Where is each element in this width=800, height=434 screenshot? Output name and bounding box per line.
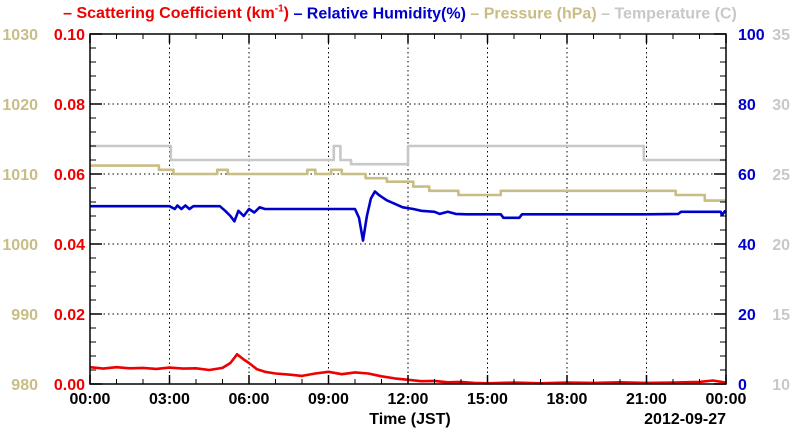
y-tick-label-pressure: 990 bbox=[11, 307, 38, 324]
y-tick-label-scattering: 0.02 bbox=[54, 307, 85, 324]
series-line-humidity bbox=[90, 190, 727, 242]
y-tick-label-humidity: 20 bbox=[738, 307, 756, 324]
legend-entry-scattering: – Scattering Coefficient (km-1) bbox=[63, 4, 289, 23]
y-tick-label-temperature: 15 bbox=[772, 307, 790, 324]
x-tick-label: 18:00 bbox=[547, 391, 588, 408]
y-tick-label-humidity: 0 bbox=[738, 377, 747, 394]
y-tick-label-temperature: 35 bbox=[772, 27, 790, 44]
y-tick-label-pressure: 1000 bbox=[2, 237, 38, 254]
y-tick-label-scattering: 0.08 bbox=[54, 97, 85, 114]
series-layer bbox=[89, 144, 727, 385]
y-tick-label-pressure: 1030 bbox=[2, 27, 38, 44]
date-label: 2012-09-27 bbox=[644, 411, 726, 428]
y-tick-label-humidity: 80 bbox=[738, 97, 756, 114]
y-tick-label-pressure: 1010 bbox=[2, 167, 38, 184]
y-tick-label-temperature: 30 bbox=[772, 97, 790, 114]
x-tick-label: 00:00 bbox=[706, 391, 747, 408]
legend-entry-humidity: – Relative Humidity(%) bbox=[293, 5, 466, 23]
axis-labels: 00:00 03:00 06:00 09:00 12:00 15:00 18:00 21:00… bbox=[2, 27, 790, 408]
series-line-pressure bbox=[90, 164, 726, 202]
y-tick-label-humidity: 100 bbox=[738, 27, 765, 44]
y-tick-label-humidity: 40 bbox=[738, 237, 756, 254]
y-tick-label-scattering: 0.10 bbox=[54, 27, 85, 44]
x-tick-label: 09:00 bbox=[308, 391, 349, 408]
y-tick-label-temperature: 25 bbox=[772, 167, 790, 184]
y-tick-label-temperature: 20 bbox=[772, 237, 790, 254]
x-tick-label: 00:00 bbox=[70, 391, 111, 408]
legend-entry-temperature: – Temperature (C) bbox=[601, 5, 737, 23]
series-line-scattering bbox=[89, 352, 727, 385]
chart-legend: – Scattering Coefficient (km-1) – Relati… bbox=[0, 4, 800, 23]
axis-ticks bbox=[89, 33, 727, 385]
y-tick-label-pressure: 1020 bbox=[2, 97, 38, 114]
y-tick-label-scattering: 0.00 bbox=[54, 377, 85, 394]
y-tick-label-scattering: 0.06 bbox=[54, 167, 85, 184]
y-tick-label-pressure: 980 bbox=[11, 377, 38, 394]
x-tick-label: 12:00 bbox=[388, 391, 429, 408]
x-tick-label: 03:00 bbox=[149, 391, 190, 408]
x-axis-label: Time (JST) bbox=[369, 411, 451, 428]
y-tick-label-scattering: 0.04 bbox=[54, 237, 85, 254]
x-tick-label: 21:00 bbox=[626, 391, 667, 408]
legend-entry-pressure: – Pressure (hPa) bbox=[470, 5, 597, 23]
series-line-temperature bbox=[90, 144, 726, 166]
x-tick-label: 15:00 bbox=[467, 391, 508, 408]
x-tick-label: 06:00 bbox=[229, 391, 270, 408]
y-tick-label-humidity: 60 bbox=[738, 167, 756, 184]
y-tick-label-temperature: 10 bbox=[772, 377, 790, 394]
